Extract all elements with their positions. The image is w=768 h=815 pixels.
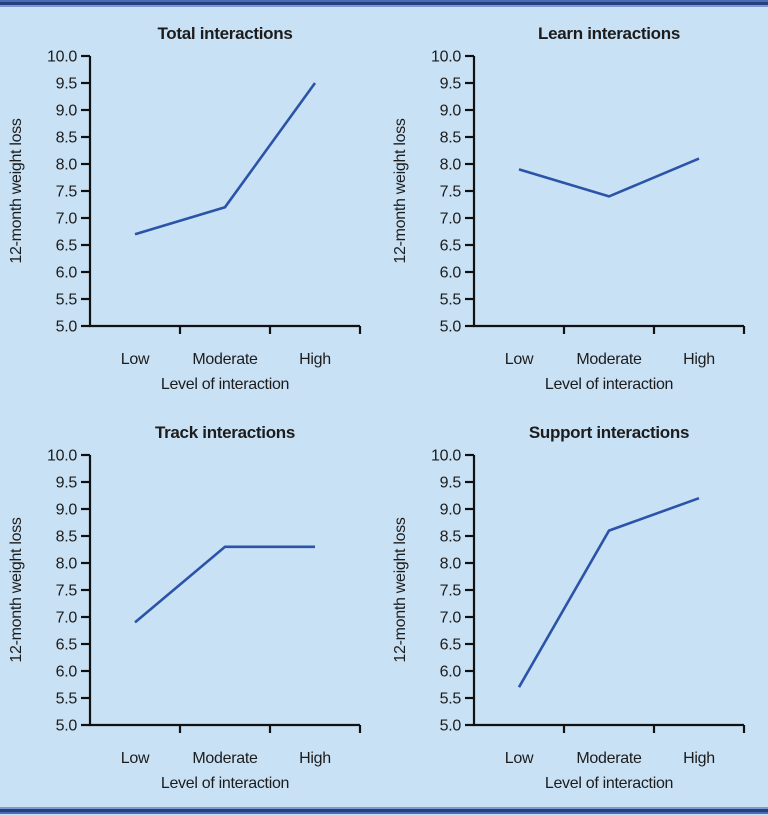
x-category-label: High — [299, 750, 331, 767]
y-tick-label: 6.5 — [440, 637, 462, 654]
axes — [472, 56, 744, 328]
x-category-label: Low — [121, 750, 150, 767]
data-line — [518, 157, 700, 198]
panel-track-interactions: Track interactions 12-month weight loss … — [0, 407, 384, 806]
x-axis-label: Level of interaction — [161, 376, 289, 393]
y-tick-label: 7.5 — [440, 184, 462, 201]
x-category-label: Moderate — [192, 351, 258, 368]
y-tick-label: 6.0 — [56, 265, 78, 282]
y-tick-label: 6.5 — [56, 238, 78, 255]
y-tick-label: 5.0 — [440, 718, 462, 735]
y-tick-label: 7.5 — [56, 583, 78, 600]
y-axis-label: 12-month weight loss — [392, 118, 409, 263]
line-chart-total-interactions: Total interactions 12-month weight loss … — [8, 24, 362, 393]
y-tick-label: 6.0 — [56, 664, 78, 681]
bottom-border-band — [0, 807, 768, 814]
y-tick-label: 9.0 — [440, 103, 462, 120]
y-tick-label: 8.5 — [440, 529, 462, 546]
chart-title: Learn interactions — [538, 24, 680, 43]
y-tick-label: 8.0 — [440, 556, 462, 573]
axes — [472, 455, 744, 727]
x-category-label: Low — [505, 351, 534, 368]
x-category-label: Moderate — [192, 750, 258, 767]
axes — [88, 455, 360, 727]
chart-title: Total interactions — [157, 24, 292, 43]
data-line — [517, 496, 700, 688]
y-tick-label: 5.0 — [440, 319, 462, 336]
y-tick-label: 5.5 — [56, 691, 78, 708]
data-line — [134, 82, 317, 236]
x-category-label: High — [683, 750, 715, 767]
y-tick-label: 8.5 — [440, 130, 462, 147]
y-tick-label: 6.5 — [440, 238, 462, 255]
y-tick-label: 6.0 — [440, 265, 462, 282]
y-tick-label: 10.0 — [47, 49, 77, 66]
y-axis-label: 12-month weight loss — [392, 517, 409, 662]
x-category-label: High — [683, 351, 715, 368]
y-tick-label: 9.0 — [56, 103, 78, 120]
y-tick-label: 9.5 — [56, 76, 78, 93]
y-tick-label: 7.5 — [440, 583, 462, 600]
y-tick-label: 9.5 — [440, 76, 462, 93]
y-tick-label: 8.5 — [56, 130, 78, 147]
x-category-label: Low — [121, 351, 150, 368]
y-tick-label: 7.5 — [56, 184, 78, 201]
y-tick-label: 5.0 — [56, 319, 78, 336]
y-tick-label: 5.5 — [440, 292, 462, 309]
chart-title: Track interactions — [155, 423, 295, 442]
chart-grid: Total interactions 12-month weight loss … — [0, 8, 768, 806]
y-tick-label: 9.5 — [440, 475, 462, 492]
y-tick-label: 6.5 — [56, 637, 78, 654]
y-axis-label: 12-month weight loss — [8, 517, 25, 662]
x-axis-label: Level of interaction — [161, 775, 289, 792]
axes — [88, 56, 360, 328]
chart-title: Support interactions — [529, 423, 689, 442]
panel-learn-interactions: Learn interactions 12-month weight loss … — [384, 8, 768, 407]
line-chart-support-interactions: Support interactions 12-month weight los… — [392, 423, 746, 792]
y-axis-label: 12-month weight loss — [8, 118, 25, 263]
y-tick-label: 9.0 — [440, 502, 462, 519]
y-tick-label: 7.0 — [440, 610, 462, 627]
y-tick-label: 10.0 — [431, 49, 461, 66]
x-axis-label: Level of interaction — [545, 775, 673, 792]
y-tick-label: 7.0 — [56, 211, 78, 228]
y-tick-label: 5.0 — [56, 718, 78, 735]
x-category-label: Moderate — [576, 351, 642, 368]
x-category-label: Moderate — [576, 750, 642, 767]
y-tick-label: 7.0 — [56, 610, 78, 627]
panel-support-interactions: Support interactions 12-month weight los… — [384, 407, 768, 806]
y-tick-label: 5.5 — [56, 292, 78, 309]
top-border-band — [0, 0, 768, 7]
line-chart-track-interactions: Track interactions 12-month weight loss … — [8, 423, 362, 792]
y-tick-label: 9.0 — [56, 502, 78, 519]
y-tick-label: 8.0 — [56, 556, 78, 573]
y-tick-label: 8.5 — [56, 529, 78, 546]
y-tick-label: 10.0 — [47, 448, 77, 465]
y-tick-label: 8.0 — [440, 157, 462, 174]
panel-total-interactions: Total interactions 12-month weight loss … — [0, 8, 384, 407]
y-tick-label: 10.0 — [431, 448, 461, 465]
data-line — [134, 545, 315, 624]
y-tick-label: 6.0 — [440, 664, 462, 681]
y-tick-label: 8.0 — [56, 157, 78, 174]
y-tick-label: 7.0 — [440, 211, 462, 228]
y-tick-label: 5.5 — [440, 691, 462, 708]
x-category-label: High — [299, 351, 331, 368]
y-tick-label: 9.5 — [56, 475, 78, 492]
x-axis-label: Level of interaction — [545, 376, 673, 393]
x-category-label: Low — [505, 750, 534, 767]
line-chart-learn-interactions: Learn interactions 12-month weight loss … — [392, 24, 746, 393]
